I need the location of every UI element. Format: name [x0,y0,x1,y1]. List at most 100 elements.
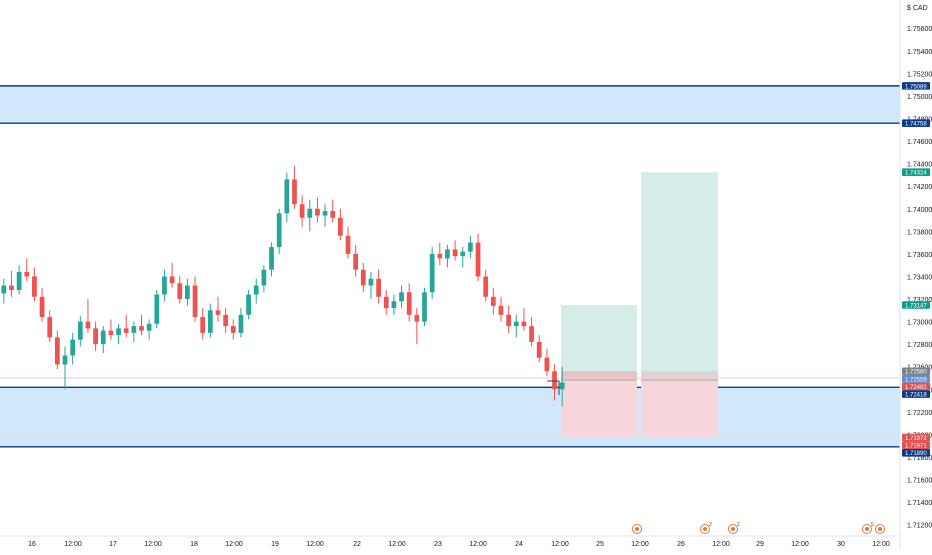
candle-body [200,317,206,333]
event-count: 5 [871,522,874,528]
candle-body [16,271,22,291]
time-tick-label: 12:00 [388,541,406,548]
candle-body [131,326,137,333]
price-tick-label: 1.73800 [907,229,932,236]
time-tick-label: 12:00 [872,541,890,548]
position-1-target-zone[interactable] [561,305,637,381]
candle-body [315,208,320,216]
price-tag-label: 1.72482 [905,385,927,391]
price-tag [902,382,930,391]
price-tag [902,367,930,376]
candle-body [422,292,427,322]
price-tick-label: 1.74000 [907,207,932,214]
candle-body [353,253,359,270]
time-tick-label: 12:00 [551,541,569,548]
time-tick-label: 25 [596,541,604,548]
candle-body [9,285,14,291]
candle-body [437,253,443,259]
time-tick-label: 17 [109,541,117,548]
candle-body [230,326,236,333]
time-tick-label: 16 [28,541,36,548]
candle-body [185,285,190,300]
price-tick-label: 1.73200 [907,297,932,304]
candle-body [475,242,481,277]
price-tag-label: 1.73147 [905,303,927,309]
candle-body [269,247,274,270]
price-tag-label: 1.72559 [905,377,927,383]
candle-body [368,278,374,286]
candle-body [307,208,313,218]
time-tick-label: 18 [190,541,198,548]
candles-layer [1,165,565,407]
candle-body [108,330,114,336]
candle-body [490,296,496,306]
candle-body [345,235,351,254]
candle-body [506,314,512,327]
candle-body [529,326,534,342]
candle-body [460,251,466,257]
candle-body [483,276,489,297]
candle-body [414,314,420,322]
time-tick-label: 30 [837,541,845,548]
price-tick-label: 1.74200 [907,184,932,191]
price-tag-label: 1.71972 [905,436,927,442]
candle-body [276,213,282,248]
currency-prefix: $ [907,5,913,12]
position-1-stop-zone[interactable] [561,380,637,438]
candle-body [146,323,152,331]
candle-body [47,317,53,338]
time-tick-label: 12:00 [469,541,487,548]
candle-body [77,321,83,340]
candle-body [445,249,450,259]
candle-body [391,301,397,309]
time-axis[interactable]: 16 12:00 17 12:00 18 12:00 19 12:00 22 12:00 23 12:… [28,541,890,548]
position-2-target-zone[interactable] [641,172,718,381]
event-markers-layer: 2 2 5 [632,522,885,534]
position-2-entry-band [641,371,718,381]
price-tag [902,168,930,176]
price-tag [902,449,930,457]
candle-body [100,330,106,345]
resistance-zone-fill[interactable] [0,85,900,124]
time-tick-label: 19 [271,541,279,548]
candle-body [54,337,60,365]
price-tick-label: 1.71800 [907,455,932,462]
candle-body [123,328,129,333]
candle-body [177,283,183,300]
position-1-entry-band [561,371,637,381]
price-tick-label: 1.75600 [907,26,932,33]
price-tag-label: 1.71971 [905,444,927,450]
price-tag [902,119,930,128]
position-2-stop-zone[interactable] [641,380,718,438]
candle-body [154,294,160,324]
candle-body [292,179,297,205]
candle-body [330,211,336,218]
support-zone-fill[interactable] [0,387,900,447]
price-tags-layer: 1.75089 1.74758 1.74324 1.73147 1.725601.725… [902,82,930,457]
candle-body [253,285,259,295]
event-count: 2 [709,522,712,528]
price-tag [902,441,930,450]
price-tag-label: 1.72418 [905,392,927,398]
price-tick-label: 1.74600 [907,139,932,146]
time-tick-label: 12:00 [225,541,243,548]
candle-body [85,321,91,329]
candle-body [246,294,251,315]
price-tick-label: 1.71400 [907,500,932,507]
price-tick-label: 1.72800 [907,342,932,349]
candle-body [299,204,305,218]
zones-layer [0,85,900,448]
price-tick-label: 1.73600 [907,252,932,259]
time-tick-label: 12:00 [144,541,162,548]
price-tick-label: 1.75000 [907,94,932,101]
price-tick-label: 1.71200 [907,523,932,530]
candle-body [162,276,167,295]
candle-body [452,249,458,257]
price-tag-label: 1.74758 [905,122,927,128]
flag-icon-dot [635,527,639,531]
candle-body [544,357,550,372]
time-tick-label: 29 [756,541,764,548]
price-tick-label: 1.73400 [907,274,932,281]
